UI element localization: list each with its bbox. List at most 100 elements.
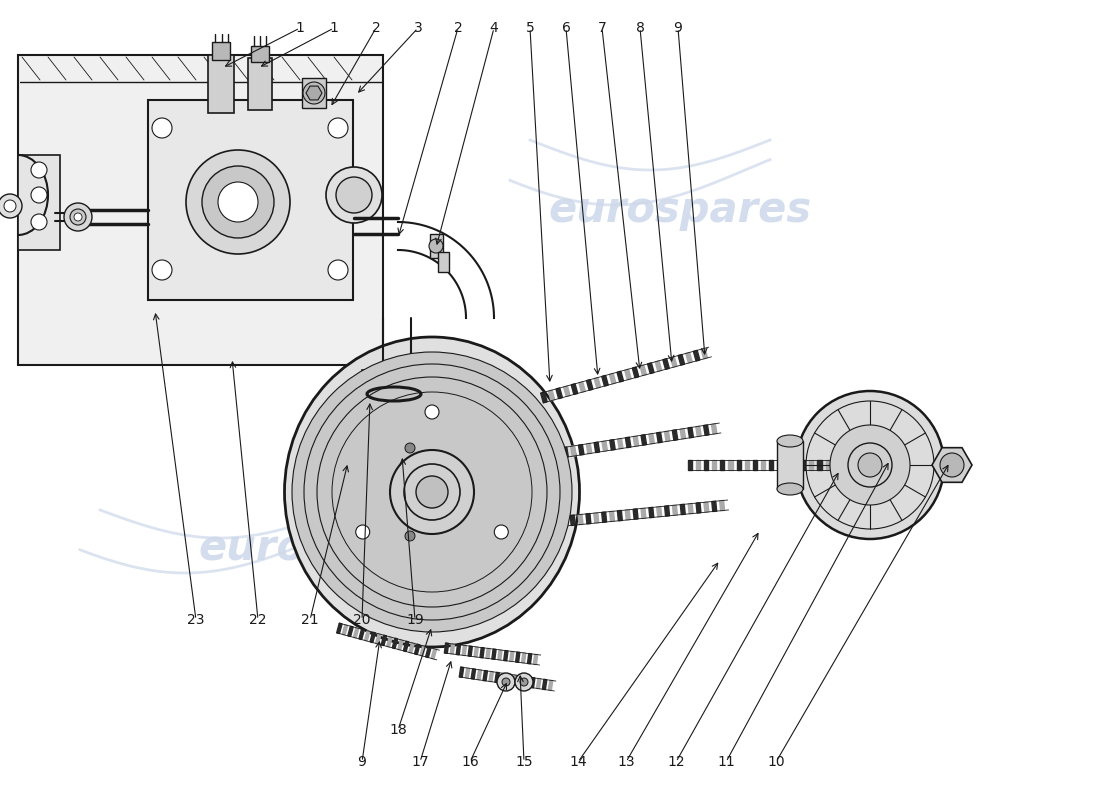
Circle shape (4, 200, 16, 212)
Bar (148, 100, 353, 300)
Polygon shape (342, 625, 348, 635)
Circle shape (830, 425, 910, 505)
Text: 12: 12 (668, 755, 685, 769)
Polygon shape (471, 669, 475, 679)
Polygon shape (586, 379, 593, 390)
Polygon shape (712, 424, 717, 434)
Polygon shape (671, 357, 676, 367)
Polygon shape (817, 460, 822, 470)
Polygon shape (685, 353, 692, 363)
Polygon shape (521, 653, 526, 663)
Bar (777, 441, 803, 489)
Polygon shape (696, 460, 700, 470)
Polygon shape (528, 654, 531, 664)
Ellipse shape (285, 337, 580, 647)
Polygon shape (562, 516, 568, 526)
Polygon shape (672, 430, 678, 440)
Polygon shape (570, 515, 575, 526)
Text: 2: 2 (453, 21, 462, 35)
Text: 15: 15 (515, 755, 532, 769)
Polygon shape (579, 514, 583, 525)
Bar (208, 55, 234, 113)
Circle shape (515, 673, 534, 691)
Polygon shape (745, 460, 749, 470)
Polygon shape (513, 675, 517, 686)
Polygon shape (548, 680, 553, 690)
Bar (362, 370, 427, 386)
Polygon shape (456, 645, 461, 655)
Text: 5: 5 (526, 21, 535, 35)
Circle shape (940, 453, 964, 477)
Polygon shape (657, 506, 661, 517)
Polygon shape (696, 502, 701, 513)
Polygon shape (450, 644, 454, 654)
Ellipse shape (777, 483, 803, 495)
Polygon shape (656, 361, 662, 371)
Polygon shape (387, 637, 392, 647)
Polygon shape (693, 350, 700, 361)
Polygon shape (632, 367, 639, 378)
Polygon shape (793, 460, 798, 470)
Circle shape (405, 531, 415, 541)
Polygon shape (509, 651, 514, 662)
Polygon shape (688, 460, 692, 470)
Polygon shape (625, 510, 630, 520)
Polygon shape (547, 450, 552, 460)
Polygon shape (634, 436, 639, 446)
Circle shape (308, 368, 556, 616)
Text: 2: 2 (372, 21, 381, 35)
Circle shape (218, 182, 258, 222)
Polygon shape (602, 441, 607, 451)
Polygon shape (563, 386, 570, 397)
Circle shape (372, 432, 492, 552)
Text: 8: 8 (636, 21, 645, 35)
Circle shape (31, 214, 47, 230)
Polygon shape (648, 363, 654, 374)
Polygon shape (462, 646, 466, 655)
Polygon shape (460, 667, 464, 678)
Polygon shape (617, 510, 623, 521)
Polygon shape (556, 448, 561, 458)
Text: 18: 18 (389, 723, 407, 737)
Polygon shape (696, 426, 701, 437)
Polygon shape (381, 635, 386, 646)
Polygon shape (649, 434, 654, 444)
Polygon shape (498, 650, 502, 660)
Polygon shape (825, 460, 829, 470)
Bar (302, 78, 326, 108)
Polygon shape (728, 460, 733, 470)
Polygon shape (393, 638, 397, 649)
Circle shape (326, 167, 382, 223)
Text: 23: 23 (187, 613, 205, 627)
Circle shape (186, 150, 290, 254)
Polygon shape (594, 378, 601, 388)
Circle shape (494, 525, 508, 539)
Text: 1: 1 (330, 21, 339, 35)
Text: 17: 17 (411, 755, 429, 769)
Circle shape (70, 209, 86, 225)
Polygon shape (525, 677, 529, 687)
Polygon shape (657, 432, 662, 442)
Circle shape (74, 213, 82, 221)
Polygon shape (634, 509, 638, 519)
Circle shape (520, 678, 528, 686)
Text: eurospares: eurospares (549, 189, 812, 231)
Polygon shape (398, 640, 404, 650)
Polygon shape (404, 641, 409, 651)
Polygon shape (850, 460, 854, 470)
Polygon shape (542, 679, 547, 690)
Polygon shape (858, 460, 862, 470)
Circle shape (356, 416, 508, 568)
Polygon shape (663, 358, 669, 370)
Polygon shape (834, 460, 838, 470)
Circle shape (425, 405, 439, 419)
Polygon shape (649, 507, 653, 518)
Polygon shape (571, 446, 576, 456)
Polygon shape (688, 427, 693, 438)
Polygon shape (534, 654, 538, 665)
Polygon shape (306, 86, 322, 100)
Polygon shape (932, 448, 972, 482)
Circle shape (302, 82, 324, 104)
Polygon shape (641, 434, 647, 446)
Circle shape (297, 357, 566, 627)
